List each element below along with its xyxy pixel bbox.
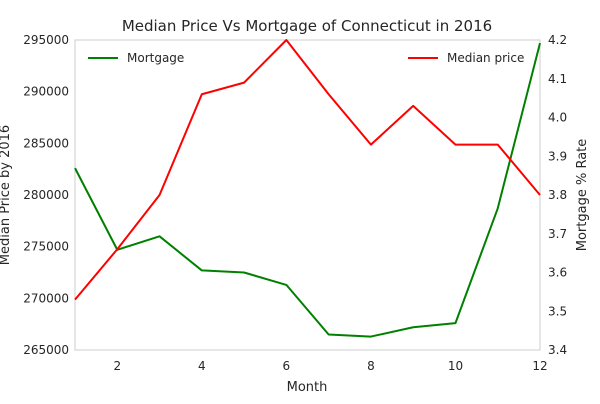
y-left-tick-label: 265000 bbox=[23, 343, 69, 357]
median-price-legend: Median price bbox=[408, 51, 524, 65]
y-right-tick-label: 3.6 bbox=[548, 266, 567, 280]
y-right-tick-label: 3.9 bbox=[548, 149, 567, 163]
y-left-tick-label: 290000 bbox=[23, 85, 69, 99]
y-left-tick-label: 280000 bbox=[23, 188, 69, 202]
y-right-tick-label: 3.4 bbox=[548, 343, 567, 357]
y-right-tick-label: 4.0 bbox=[548, 111, 567, 125]
y-left-tick-label: 275000 bbox=[23, 240, 69, 254]
y-axis-left-label: Median Price by 2016 bbox=[0, 125, 13, 265]
legends: Mortgage Median price bbox=[88, 51, 524, 65]
y-right-tick-label: 3.5 bbox=[548, 304, 567, 318]
x-tick-label: 6 bbox=[283, 359, 291, 373]
x-tick-label: 10 bbox=[448, 359, 463, 373]
y-left-tick-label: 285000 bbox=[23, 136, 69, 150]
y-left-tick-label: 270000 bbox=[23, 291, 69, 305]
chart-title: Median Price Vs Mortgage of Connecticut … bbox=[122, 17, 492, 35]
mortgage-line bbox=[74, 42, 541, 338]
median-price-line bbox=[74, 39, 541, 301]
x-tick-label: 4 bbox=[198, 359, 206, 373]
tick-labels: 2 4 6 8 10 12 265000 270000 275000 280000 285000 29… bbox=[23, 33, 567, 373]
mortgage-legend: Mortgage bbox=[88, 51, 184, 65]
series-lines bbox=[74, 39, 541, 338]
y-right-tick-label: 3.8 bbox=[548, 188, 567, 202]
median-price-legend-label: Median price bbox=[447, 51, 524, 65]
y-right-tick-label: 4.1 bbox=[548, 72, 567, 86]
y-axis-right-label: Mortgage % Rate bbox=[575, 139, 590, 252]
y-right-tick-label: 4.2 bbox=[548, 33, 567, 47]
x-axis-label: Month bbox=[287, 380, 328, 395]
plot-area bbox=[74, 39, 541, 351]
y-left-tick-label: 295000 bbox=[23, 33, 69, 47]
x-tick-label: 8 bbox=[367, 359, 375, 373]
x-tick-label: 12 bbox=[532, 359, 547, 373]
mortgage-legend-label: Mortgage bbox=[127, 51, 184, 65]
y-right-tick-label: 3.7 bbox=[548, 227, 567, 241]
x-tick-label: 2 bbox=[113, 359, 121, 373]
